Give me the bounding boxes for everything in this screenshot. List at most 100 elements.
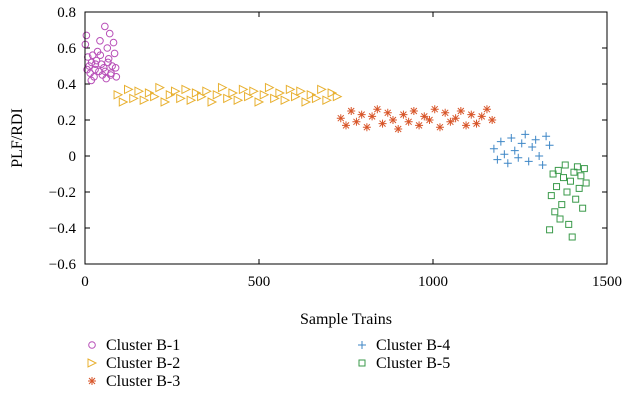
data-point xyxy=(139,95,150,106)
data-point xyxy=(186,95,197,106)
data-point xyxy=(150,91,160,102)
data-point xyxy=(275,88,285,98)
x-tick-label: 500 xyxy=(248,274,271,290)
legend-marker xyxy=(87,358,98,368)
data-point xyxy=(496,137,505,146)
data-point xyxy=(91,65,99,74)
points-layer xyxy=(81,22,590,241)
plot-frame xyxy=(84,11,608,265)
data-point xyxy=(420,112,429,121)
data-point xyxy=(197,91,207,102)
data-point xyxy=(482,105,491,114)
data-point xyxy=(561,161,569,169)
legend-item: Cluster B-4 xyxy=(358,337,450,354)
data-point xyxy=(577,172,585,180)
y-tick-label: −0.2 xyxy=(49,185,76,201)
data-point xyxy=(575,184,583,192)
data-point xyxy=(102,74,111,83)
data-point xyxy=(425,116,434,124)
y-tick-label: 0.6 xyxy=(57,41,76,57)
series-5 xyxy=(546,161,590,241)
data-point xyxy=(124,84,134,95)
data-point xyxy=(489,144,498,153)
data-point xyxy=(101,67,109,76)
data-point xyxy=(472,119,481,128)
data-point xyxy=(510,146,519,155)
data-point xyxy=(551,208,559,216)
data-point xyxy=(580,165,588,173)
data-point xyxy=(503,159,512,168)
data-point xyxy=(342,121,350,130)
legend-item: Cluster B-2 xyxy=(87,355,180,372)
legend-marker xyxy=(358,359,366,367)
data-point xyxy=(336,114,345,123)
data-point xyxy=(96,51,105,60)
y-tick-label: −0.6 xyxy=(49,257,77,273)
data-point xyxy=(549,170,557,178)
data-point xyxy=(357,110,366,119)
x-tick-label: 0 xyxy=(81,274,89,290)
data-point xyxy=(217,82,228,93)
data-point xyxy=(83,65,91,74)
data-point xyxy=(249,86,259,97)
data-point xyxy=(542,132,551,141)
legend-marker xyxy=(358,341,366,349)
data-point xyxy=(264,82,275,93)
legend-marker xyxy=(88,341,96,349)
data-point xyxy=(317,84,327,95)
data-point xyxy=(332,91,343,102)
data-point xyxy=(311,93,322,104)
data-point xyxy=(99,64,108,72)
data-point xyxy=(554,166,562,174)
data-point xyxy=(111,64,120,72)
data-point xyxy=(92,56,101,65)
y-tick-label: 0 xyxy=(69,149,77,165)
data-point xyxy=(109,38,118,47)
data-point xyxy=(296,86,306,97)
data-point xyxy=(155,82,165,93)
data-point xyxy=(500,150,509,159)
x-tick-label: 1000 xyxy=(418,274,448,290)
data-point xyxy=(118,97,129,107)
y-tick-label: −0.4 xyxy=(49,221,77,237)
legend-label: Cluster B-2 xyxy=(106,355,180,372)
y-tick-label: 0.4 xyxy=(57,77,76,93)
data-point xyxy=(87,76,96,85)
data-point xyxy=(451,114,460,123)
data-point xyxy=(347,107,356,115)
data-point xyxy=(565,220,573,228)
legend-item: Cluster B-3 xyxy=(88,373,180,390)
data-point xyxy=(285,84,296,95)
data-point xyxy=(531,135,540,144)
data-point xyxy=(415,121,424,130)
data-point xyxy=(430,105,439,114)
legend-label: Cluster B-5 xyxy=(376,355,450,372)
data-point xyxy=(435,123,444,132)
data-point xyxy=(322,95,332,106)
legend-marker xyxy=(88,377,96,385)
data-point xyxy=(362,123,371,132)
data-point xyxy=(254,97,265,107)
y-tick-label: 0.2 xyxy=(57,113,76,129)
data-point xyxy=(441,108,450,117)
data-point xyxy=(82,31,91,40)
data-point xyxy=(176,93,186,104)
legend-label: Cluster B-3 xyxy=(106,373,180,390)
data-point xyxy=(566,177,574,185)
series-3 xyxy=(336,105,497,133)
data-point xyxy=(280,95,291,106)
data-point xyxy=(96,37,104,45)
data-point xyxy=(291,91,301,102)
data-point xyxy=(563,188,571,196)
data-point xyxy=(110,49,119,58)
data-point xyxy=(129,93,139,104)
data-point xyxy=(207,97,218,107)
legend-label: Cluster B-4 xyxy=(376,337,450,354)
data-point xyxy=(383,108,392,117)
data-point xyxy=(160,97,171,107)
data-point xyxy=(181,84,192,95)
data-point xyxy=(223,93,233,104)
data-point xyxy=(545,141,554,150)
data-point xyxy=(573,163,581,171)
